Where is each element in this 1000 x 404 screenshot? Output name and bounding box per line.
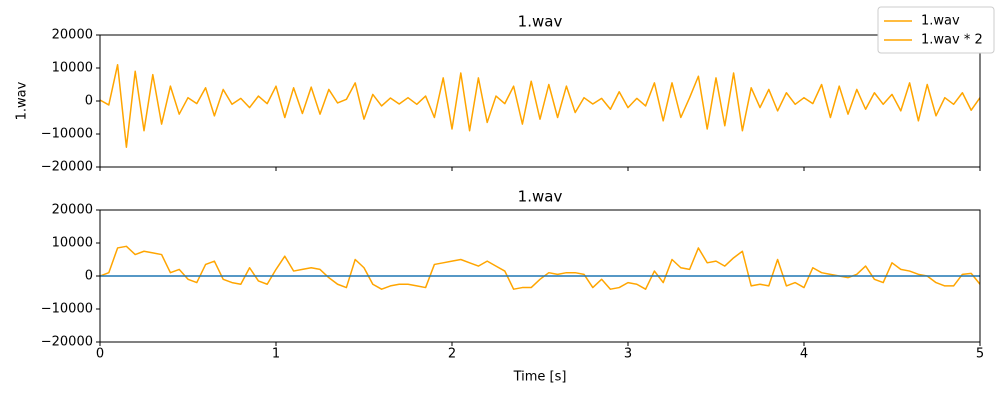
y-tick-label: 10000 bbox=[52, 61, 93, 76]
axes-title: 1.wav bbox=[518, 13, 563, 31]
x-tick-label: 0 bbox=[96, 347, 104, 362]
x-tick-label: 2 bbox=[448, 347, 456, 362]
x-tick-label: 1 bbox=[272, 347, 280, 362]
x-tick-label: 5 bbox=[976, 347, 984, 362]
legend-label: 1.wav bbox=[921, 14, 960, 29]
y-tick-label: 0 bbox=[85, 94, 93, 109]
y-tick-label: −20000 bbox=[41, 335, 93, 350]
y-tick-label: 20000 bbox=[52, 203, 93, 218]
y-tick-label: 20000 bbox=[52, 28, 93, 43]
plot-area bbox=[100, 245, 980, 290]
y-tick-label: −10000 bbox=[41, 127, 93, 142]
series-line bbox=[100, 245, 980, 290]
y-tick-label: 10000 bbox=[52, 236, 93, 251]
x-axis-label: Time [s] bbox=[513, 370, 567, 385]
axes-frame bbox=[99, 34, 981, 168]
legend-box bbox=[877, 6, 995, 54]
series-line bbox=[100, 63, 980, 148]
axes-title: 1.wav bbox=[518, 188, 563, 206]
legend-label: 1.wav * 2 bbox=[921, 33, 983, 48]
y-tick-label: 0 bbox=[85, 269, 93, 284]
y-axis-label: 1.wav bbox=[15, 81, 30, 120]
plot-area bbox=[100, 63, 980, 148]
axes-frame bbox=[99, 209, 981, 343]
x-tick-label: 4 bbox=[800, 347, 808, 362]
y-tick-label: −20000 bbox=[41, 160, 93, 175]
y-tick-label: −10000 bbox=[41, 302, 93, 317]
x-tick-label: 3 bbox=[624, 347, 632, 362]
